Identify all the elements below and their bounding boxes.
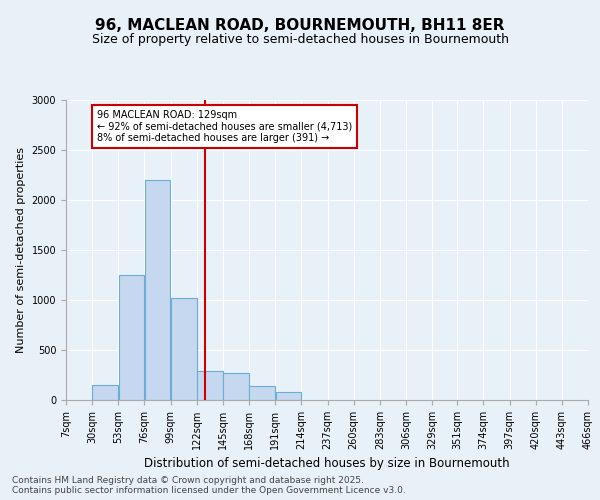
X-axis label: Distribution of semi-detached houses by size in Bournemouth: Distribution of semi-detached houses by … — [144, 458, 510, 470]
Text: Contains HM Land Registry data © Crown copyright and database right 2025.
Contai: Contains HM Land Registry data © Crown c… — [12, 476, 406, 495]
Bar — [250, 386, 275, 400]
Bar — [275, 392, 301, 400]
Text: Size of property relative to semi-detached houses in Bournemouth: Size of property relative to semi-detach… — [91, 32, 509, 46]
Bar — [171, 298, 197, 400]
Bar — [119, 275, 144, 400]
Text: 96 MACLEAN ROAD: 129sqm
← 92% of semi-detached houses are smaller (4,713)
8% of : 96 MACLEAN ROAD: 129sqm ← 92% of semi-de… — [97, 110, 352, 143]
Bar — [145, 180, 170, 400]
Bar — [223, 373, 249, 400]
Bar — [92, 385, 118, 400]
Y-axis label: Number of semi-detached properties: Number of semi-detached properties — [16, 147, 26, 353]
Bar — [197, 371, 223, 400]
Text: 96, MACLEAN ROAD, BOURNEMOUTH, BH11 8ER: 96, MACLEAN ROAD, BOURNEMOUTH, BH11 8ER — [95, 18, 505, 32]
